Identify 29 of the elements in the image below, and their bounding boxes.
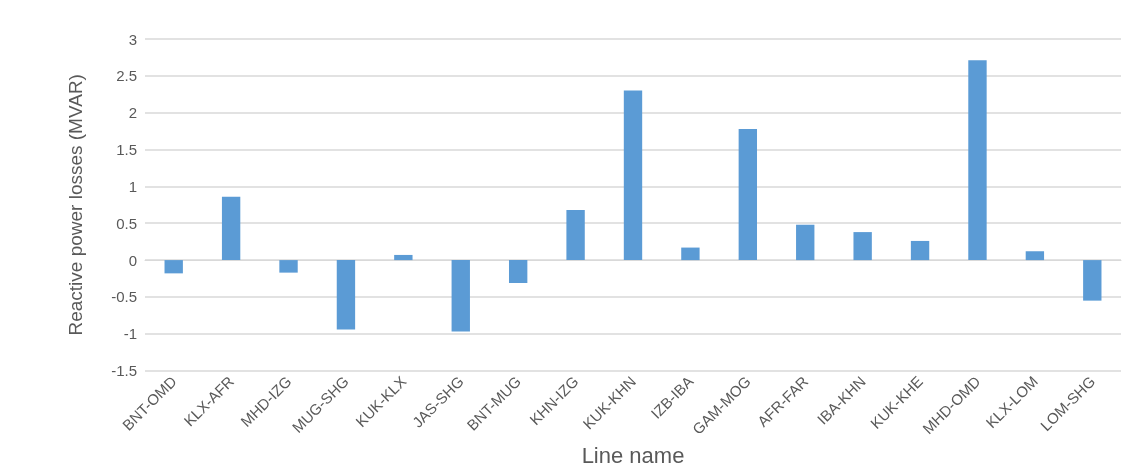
bar [394, 254, 413, 261]
x-axis-title: Line name [581, 442, 685, 468]
y-tick-label: 2 [128, 104, 137, 122]
bar [566, 209, 585, 261]
y-axis-title: Reactive power losses (MVAR) [65, 74, 86, 336]
y-tick-label: 0 [128, 251, 137, 269]
bar [451, 260, 470, 332]
y-tick-label: 2.5 [116, 67, 137, 85]
y-tick-label: -1 [123, 325, 137, 343]
bar [336, 260, 356, 330]
bar [738, 128, 758, 261]
y-tick-label: -0.5 [111, 288, 137, 306]
y-tick-label: -1.5 [111, 362, 137, 380]
bar [623, 90, 643, 261]
y-tick-label: 3 [128, 30, 137, 48]
bar [968, 60, 987, 261]
bar [681, 247, 700, 261]
y-tick-label: 0.5 [116, 214, 137, 232]
bar [221, 196, 241, 261]
bar [508, 260, 528, 283]
bar [1083, 260, 1102, 301]
bar [164, 260, 183, 274]
bar [910, 240, 930, 261]
bar [279, 260, 298, 273]
bar [796, 224, 815, 261]
y-tick-label: 1 [128, 177, 137, 195]
bar [1025, 251, 1045, 261]
bar [853, 232, 872, 261]
y-tick-label: 1.5 [116, 141, 137, 159]
